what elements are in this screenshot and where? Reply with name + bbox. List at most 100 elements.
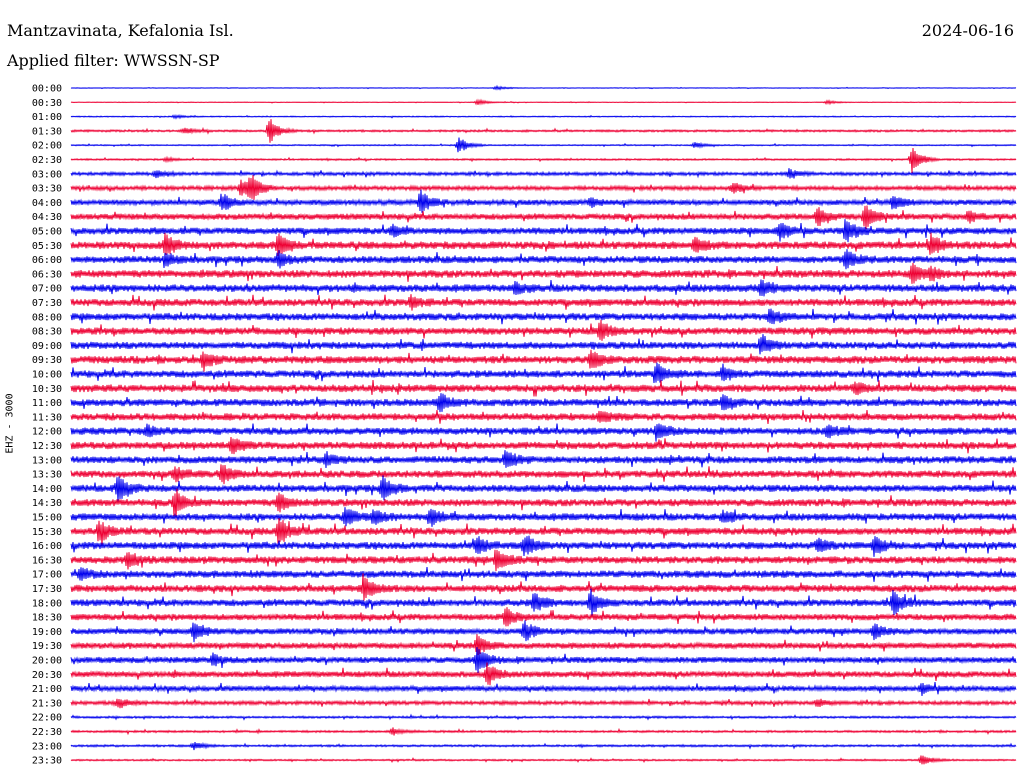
- time-tick-label: 13:30: [32, 470, 62, 481]
- time-tick-label: 08:00: [32, 312, 62, 323]
- trace-line: [70, 698, 1017, 709]
- trace-line: [70, 488, 1017, 521]
- time-tick-label: 15:30: [32, 527, 62, 538]
- trace-line: [70, 755, 1017, 765]
- time-tick-label: 04:30: [32, 212, 62, 223]
- time-tick-label: 12:00: [32, 427, 62, 438]
- trace-line: [70, 168, 1017, 179]
- trace-line: [70, 205, 1017, 230]
- trace-line: [70, 549, 1017, 572]
- trace-line: [70, 436, 1017, 455]
- trace-line: [70, 450, 1017, 469]
- time-tick-label: 06:30: [32, 269, 62, 280]
- time-tick-label: 18:00: [32, 598, 62, 609]
- trace-line: [70, 294, 1017, 311]
- time-tick-label: 20:00: [32, 656, 62, 667]
- time-tick-label: 19:00: [32, 627, 62, 638]
- trace-line: [70, 518, 1017, 547]
- time-tick-label: 10:00: [32, 370, 62, 381]
- time-tick-label: 01:00: [32, 112, 62, 123]
- trace-line: [70, 249, 1017, 270]
- trace-line: [70, 98, 1017, 106]
- trace-line: [70, 634, 1017, 656]
- time-tick-label: 07:00: [32, 284, 62, 295]
- time-tick-label: 05:00: [32, 227, 62, 238]
- trace-line: [70, 741, 1017, 751]
- time-tick-label: 19:30: [32, 641, 62, 652]
- time-tick-label: 14:30: [32, 498, 62, 509]
- trace-line: [70, 379, 1017, 397]
- time-tick-label: 23:00: [32, 741, 62, 752]
- trace-line: [70, 262, 1017, 284]
- trace-line: [70, 175, 1017, 200]
- date-label: 2024-06-16: [921, 21, 1014, 40]
- trace-line: [70, 588, 1017, 617]
- time-tick-label: 03:00: [32, 169, 62, 180]
- trace-line: [70, 607, 1017, 627]
- time-tick-label: 17:00: [32, 570, 62, 581]
- trace-line: [70, 113, 1017, 120]
- trace-line: [70, 464, 1017, 485]
- time-tick-label: 09:30: [32, 355, 62, 366]
- trace-line: [70, 147, 1017, 174]
- trace-line: [70, 713, 1017, 721]
- trace-line: [70, 647, 1017, 673]
- trace-line: [70, 393, 1017, 413]
- time-tick-label: 12:30: [32, 441, 62, 452]
- time-tick-label: 10:30: [32, 384, 62, 395]
- trace-line: [70, 620, 1017, 643]
- time-tick-label: 09:00: [32, 341, 62, 352]
- trace-line: [70, 319, 1017, 341]
- trace-line: [70, 507, 1017, 527]
- trace-line: [70, 535, 1017, 557]
- time-tick-label: 00:00: [32, 84, 62, 95]
- time-tick-label: 21:30: [32, 698, 62, 709]
- time-tick-label: 02:30: [32, 155, 62, 166]
- time-tick-label: 14:00: [32, 484, 62, 495]
- trace-line: [70, 362, 1017, 384]
- time-tick-label: 13:00: [32, 455, 62, 466]
- time-tick-label: 17:30: [32, 584, 62, 595]
- trace-line: [70, 409, 1017, 425]
- filter-label: Applied filter: WWSSN-SP: [7, 51, 220, 70]
- time-tick-label: 11:30: [32, 412, 62, 423]
- time-tick-label: 07:30: [32, 298, 62, 309]
- time-tick-label: 04:00: [32, 198, 62, 209]
- trace-line: [70, 232, 1017, 257]
- trace-line: [70, 349, 1017, 372]
- time-tick-label: 11:00: [32, 398, 62, 409]
- time-tick-label: 23:30: [32, 756, 62, 767]
- time-tick-label: 03:30: [32, 184, 62, 195]
- trace-line: [70, 279, 1017, 297]
- time-tick-label: 02:00: [32, 141, 62, 152]
- time-tick-label: 21:00: [32, 684, 62, 695]
- time-tick-label: 22:00: [32, 713, 62, 724]
- time-tick-label: 05:30: [32, 241, 62, 252]
- trace-line: [70, 423, 1017, 442]
- trace-line: [70, 308, 1017, 325]
- trace-line: [70, 573, 1017, 601]
- trace-line: [70, 475, 1017, 503]
- trace-line: [70, 727, 1017, 736]
- time-tick-label: 18:30: [32, 613, 62, 624]
- time-tick-label: 22:30: [32, 727, 62, 738]
- time-tick-label: 15:00: [32, 513, 62, 524]
- time-tick-label: 16:30: [32, 555, 62, 566]
- station-title: Mantzavinata, Kefalonia Isl.: [7, 21, 234, 40]
- time-tick-label: 00:30: [32, 98, 62, 109]
- trace-line: [70, 84, 1017, 91]
- time-tick-label: 16:00: [32, 541, 62, 552]
- trace-line: [70, 137, 1017, 153]
- time-tick-label: 01:30: [32, 126, 62, 137]
- trace-line: [70, 567, 1017, 582]
- time-tick-label: 20:30: [32, 670, 62, 681]
- trace-line: [70, 334, 1017, 355]
- trace-line: [70, 219, 1017, 243]
- trace-line: [70, 662, 1017, 686]
- time-tick-label: 08:30: [32, 327, 62, 338]
- time-tick-label: 06:00: [32, 255, 62, 266]
- trace-line: [70, 189, 1017, 213]
- trace-line: [70, 119, 1017, 143]
- trace-line: [70, 682, 1017, 697]
